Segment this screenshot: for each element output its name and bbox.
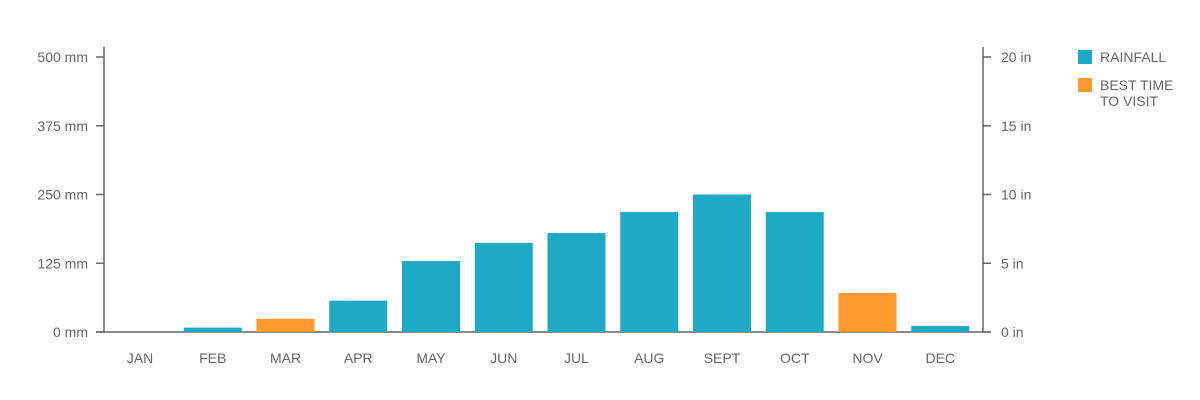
y-tick-label-left: 0 mm bbox=[53, 324, 88, 340]
y-tick-label-right: 15 in bbox=[1001, 118, 1031, 134]
x-tick-label: MAY bbox=[416, 350, 446, 366]
y-tick-label-left: 125 mm bbox=[37, 255, 88, 271]
bar-feb bbox=[183, 327, 242, 332]
y-tick-label-right: 20 in bbox=[1001, 49, 1031, 65]
y-tick-label-right: 5 in bbox=[1001, 255, 1024, 271]
bar-sept bbox=[693, 194, 751, 332]
bar-dec bbox=[911, 325, 970, 332]
x-tick-label: DEC bbox=[925, 350, 955, 366]
y-tick-label-right: 0 in bbox=[1001, 324, 1024, 340]
bar-may bbox=[402, 261, 460, 332]
x-tick-label: NOV bbox=[852, 350, 883, 366]
x-tick-label: OCT bbox=[780, 350, 810, 366]
legend-swatch-best bbox=[1078, 78, 1092, 92]
legend-swatch-rainfall bbox=[1078, 50, 1092, 64]
legend-label-best: TO VISIT bbox=[1100, 93, 1159, 109]
x-tick-label: JAN bbox=[127, 350, 153, 366]
bar-aug bbox=[620, 212, 679, 332]
x-tick-label: JUN bbox=[490, 350, 517, 366]
x-tick-label: MAR bbox=[270, 350, 301, 366]
bar-jul bbox=[547, 233, 606, 332]
bars bbox=[183, 194, 970, 332]
y-tick-label-left: 375 mm bbox=[37, 118, 88, 134]
x-tick-label: JUL bbox=[564, 350, 589, 366]
bar-oct bbox=[765, 212, 824, 332]
axes: 0 mm 125 mm 250 mm 375 mm 500 mm 0 in 5 in 10 i… bbox=[37, 47, 1031, 366]
x-tick-label: SEPT bbox=[704, 350, 741, 366]
legend-label-best: BEST TIME bbox=[1100, 77, 1173, 93]
bar-apr bbox=[329, 300, 388, 332]
x-tick-label: APR bbox=[344, 350, 373, 366]
bar-mar bbox=[256, 318, 315, 332]
legend-label-rainfall: RAINFALL bbox=[1100, 49, 1166, 65]
x-tick-label: FEB bbox=[199, 350, 226, 366]
bar-jun bbox=[474, 242, 533, 332]
y-tick-label-right: 10 in bbox=[1001, 187, 1031, 203]
y-tick-label-left: 250 mm bbox=[37, 187, 88, 203]
y-tick-label-left: 500 mm bbox=[37, 49, 88, 65]
bar-nov bbox=[838, 292, 897, 332]
x-tick-label: AUG bbox=[634, 350, 664, 366]
